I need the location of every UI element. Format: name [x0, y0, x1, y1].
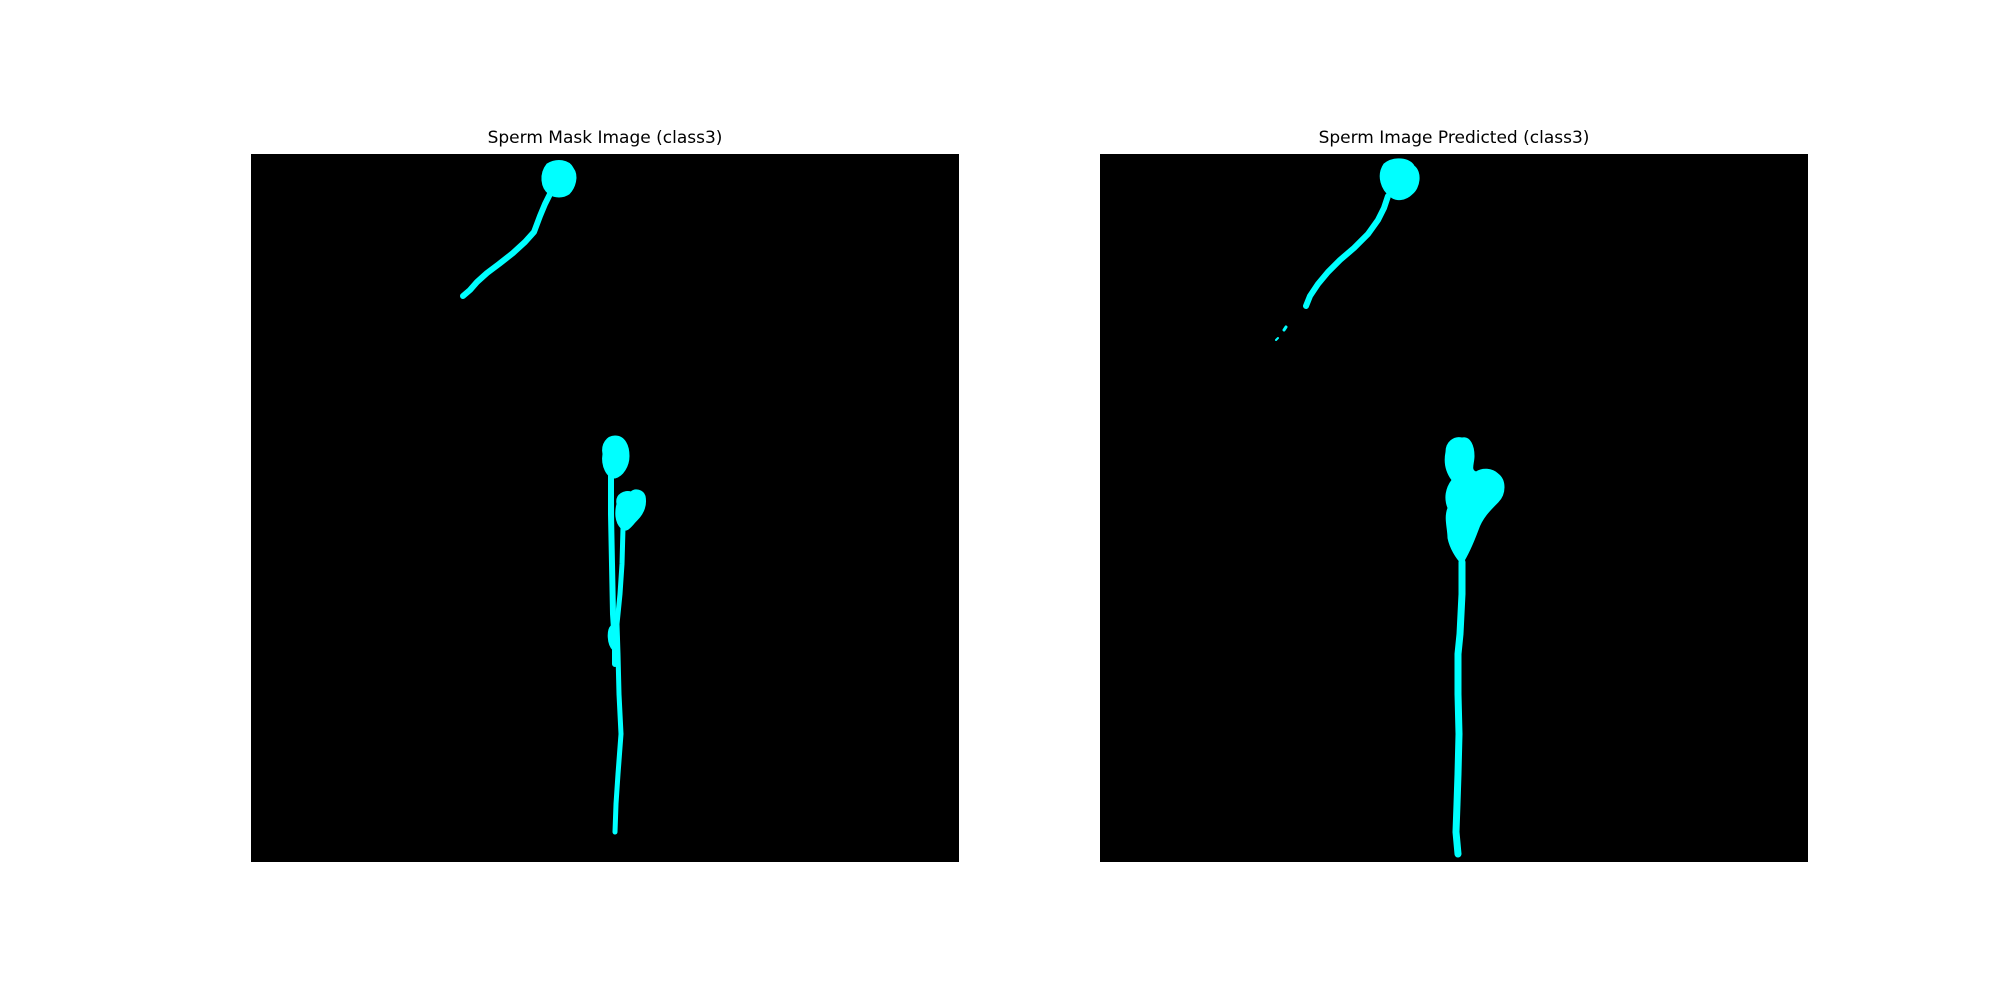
pred-tail-fragment-1 — [1282, 325, 1288, 332]
mask-top-sperm-head — [541, 160, 577, 198]
predicted-image-panel — [1100, 154, 1808, 862]
right-panel-title: Sperm Image Predicted (class3) — [1318, 128, 1590, 148]
pred-lower-sperm-heads — [1444, 437, 1505, 565]
mask-overlay — [251, 154, 959, 862]
predicted-image — [1275, 158, 1505, 858]
left-panel-title: Sperm Mask Image (class3) — [487, 128, 723, 148]
mask-image — [460, 160, 646, 835]
pred-top-sperm-tail — [1303, 193, 1391, 309]
mask-lower-sperm-head-2 — [615, 489, 646, 531]
pred-top-sperm-head — [1379, 158, 1420, 201]
pred-lower-sperm-tail — [1452, 558, 1466, 858]
mask-lower-sperm-tail-2 — [612, 525, 626, 835]
mask-tail-knot — [607, 625, 620, 651]
pred-tail-fragment-2 — [1275, 337, 1279, 341]
mask-top-sperm-tail — [460, 189, 554, 299]
mask-image-panel — [251, 154, 959, 862]
